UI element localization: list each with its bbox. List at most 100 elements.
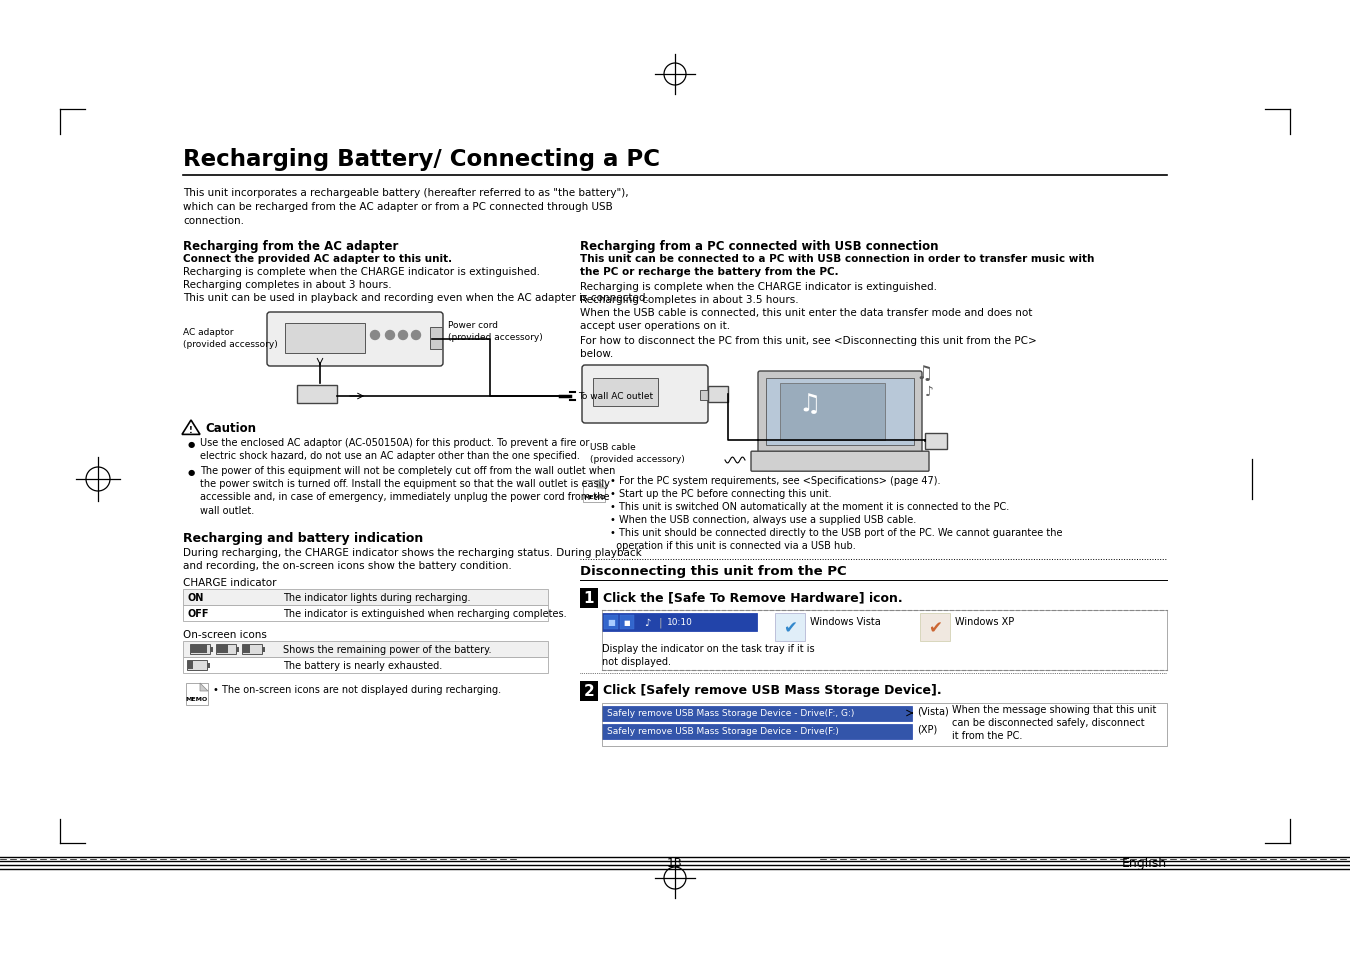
FancyBboxPatch shape xyxy=(757,372,922,455)
Polygon shape xyxy=(597,480,605,489)
Bar xyxy=(431,328,441,350)
Bar xyxy=(285,324,364,354)
Bar xyxy=(188,660,207,670)
Text: Recharging completes in about 3.5 hours.: Recharging completes in about 3.5 hours. xyxy=(580,294,799,305)
Bar xyxy=(190,645,207,654)
Bar xyxy=(190,644,211,655)
Text: • This unit is switched ON automatically at the moment it is connected to the PC: • This unit is switched ON automatically… xyxy=(610,501,1010,512)
Text: MEMO: MEMO xyxy=(583,495,605,499)
Text: Use the enclosed AC adaptor (AC-050150A) for this product. To prevent a fire or
: Use the enclosed AC adaptor (AC-050150A)… xyxy=(200,437,590,460)
Text: 10:10: 10:10 xyxy=(667,618,693,627)
Bar xyxy=(925,434,946,450)
Bar xyxy=(186,683,208,705)
Text: Recharging is complete when the CHARGE indicator is extinguished.: Recharging is complete when the CHARGE i… xyxy=(580,282,937,292)
Bar xyxy=(583,480,605,502)
Text: • For the PC system requirements, see <Specifications> (page 47).: • For the PC system requirements, see <S… xyxy=(610,476,941,485)
Text: OFF: OFF xyxy=(188,608,208,618)
Text: The indicator lights during recharging.: The indicator lights during recharging. xyxy=(284,593,471,602)
Bar xyxy=(217,645,228,654)
Text: When the USB cable is connected, this unit enter the data transfer mode and does: When the USB cable is connected, this un… xyxy=(580,308,1033,331)
Text: • The on-screen icons are not displayed during recharging.: • The on-screen icons are not displayed … xyxy=(213,684,501,695)
Bar xyxy=(184,641,548,658)
FancyBboxPatch shape xyxy=(751,452,929,472)
Bar xyxy=(243,645,250,654)
Text: When the message showing that this unit
can be disconnected safely, disconnect
i: When the message showing that this unit … xyxy=(952,704,1157,740)
Bar xyxy=(602,724,913,740)
FancyBboxPatch shape xyxy=(582,366,707,423)
Text: Power cord
(provided accessory): Power cord (provided accessory) xyxy=(448,320,543,342)
Text: Display the indicator on the task tray if it is
not displayed.: Display the indicator on the task tray i… xyxy=(602,643,814,666)
Text: The indicator is extinguished when recharging completes.: The indicator is extinguished when recha… xyxy=(284,608,567,618)
Text: This unit can be used in playback and recording even when the AC adapter is conn: This unit can be used in playback and re… xyxy=(184,293,649,303)
Text: ON: ON xyxy=(188,593,204,602)
Bar xyxy=(603,616,618,629)
Text: On-screen icons: On-screen icons xyxy=(184,629,267,639)
Text: Windows Vista: Windows Vista xyxy=(810,617,880,626)
Text: Safely remove USB Mass Storage Device - Drive(F:): Safely remove USB Mass Storage Device - … xyxy=(608,727,838,736)
Text: CHARGE indicator: CHARGE indicator xyxy=(184,578,277,587)
Text: Recharging from a PC connected with USB connection: Recharging from a PC connected with USB … xyxy=(580,240,938,253)
Text: USB cable
(provided accessory): USB cable (provided accessory) xyxy=(590,442,684,464)
Bar xyxy=(580,681,598,701)
Text: ♪: ♪ xyxy=(925,385,934,398)
Bar xyxy=(620,616,634,629)
Text: ■: ■ xyxy=(608,618,616,627)
Text: !: ! xyxy=(189,426,193,435)
Text: • Start up the PC before connecting this unit.: • Start up the PC before connecting this… xyxy=(610,489,832,498)
FancyBboxPatch shape xyxy=(267,313,443,367)
Text: Recharging from the AC adapter: Recharging from the AC adapter xyxy=(184,240,398,253)
Text: ♫: ♫ xyxy=(799,392,821,416)
Bar xyxy=(765,378,914,446)
Text: Recharging is complete when the CHARGE indicator is extinguished.: Recharging is complete when the CHARGE i… xyxy=(184,267,540,276)
Bar xyxy=(184,589,548,605)
Text: |: | xyxy=(659,618,663,628)
Text: Click [Safely remove USB Mass Storage Device].: Click [Safely remove USB Mass Storage De… xyxy=(603,683,942,697)
Text: • This unit should be connected directly to the USB port of the PC. We cannot gu: • This unit should be connected directly… xyxy=(610,527,1062,550)
Text: During recharging, the CHARGE indicator shows the recharging status. During play: During recharging, the CHARGE indicator … xyxy=(184,547,641,571)
Bar xyxy=(236,647,239,652)
Bar xyxy=(919,614,950,641)
Text: To wall AC outlet: To wall AC outlet xyxy=(578,392,653,400)
Text: ●: ● xyxy=(188,468,196,476)
Bar xyxy=(593,378,657,407)
Circle shape xyxy=(398,331,408,340)
Bar xyxy=(780,384,886,440)
Text: 1: 1 xyxy=(583,591,594,606)
Text: Windows XP: Windows XP xyxy=(954,617,1014,626)
Bar xyxy=(297,386,338,403)
Circle shape xyxy=(386,331,394,340)
Bar xyxy=(184,658,548,673)
Bar xyxy=(775,614,805,641)
Bar xyxy=(262,647,265,652)
Text: 2: 2 xyxy=(583,684,594,699)
Text: (XP): (XP) xyxy=(917,724,937,734)
Bar xyxy=(602,706,913,721)
Text: Click the [Safe To Remove Hardware] icon.: Click the [Safe To Remove Hardware] icon… xyxy=(603,590,903,603)
Text: The power of this equipment will not be completely cut off from the wall outlet : The power of this equipment will not be … xyxy=(200,465,616,515)
Text: Connect the provided AC adapter to this unit.: Connect the provided AC adapter to this … xyxy=(184,253,452,264)
Text: ✔: ✔ xyxy=(783,618,796,637)
Text: This unit incorporates a rechargeable battery (hereafter referred to as "the bat: This unit incorporates a rechargeable ba… xyxy=(184,188,629,226)
Text: MEMO: MEMO xyxy=(186,697,208,701)
Text: 13: 13 xyxy=(667,857,683,869)
Circle shape xyxy=(412,331,420,340)
Bar xyxy=(211,647,213,652)
Bar xyxy=(216,644,236,655)
Text: ■: ■ xyxy=(624,619,630,625)
Text: Disconnecting this unit from the PC: Disconnecting this unit from the PC xyxy=(580,564,846,578)
Bar xyxy=(184,605,548,621)
Text: ●: ● xyxy=(188,439,196,449)
Text: English: English xyxy=(1122,857,1166,869)
Text: Recharging and battery indication: Recharging and battery indication xyxy=(184,532,424,544)
Bar xyxy=(580,588,598,608)
Text: ♫: ♫ xyxy=(915,364,933,382)
Bar xyxy=(207,663,211,668)
Text: Shows the remaining power of the battery.: Shows the remaining power of the battery… xyxy=(284,644,491,655)
Bar xyxy=(602,610,1166,670)
Text: For how to disconnect the PC from this unit, see <Disconnecting this unit from t: For how to disconnect the PC from this u… xyxy=(580,335,1037,359)
Bar xyxy=(701,391,707,400)
Text: Recharging completes in about 3 hours.: Recharging completes in about 3 hours. xyxy=(184,280,392,290)
Bar xyxy=(602,703,1166,746)
Bar xyxy=(602,614,757,631)
Text: • When the USB connection, always use a supplied USB cable.: • When the USB connection, always use a … xyxy=(610,515,917,524)
